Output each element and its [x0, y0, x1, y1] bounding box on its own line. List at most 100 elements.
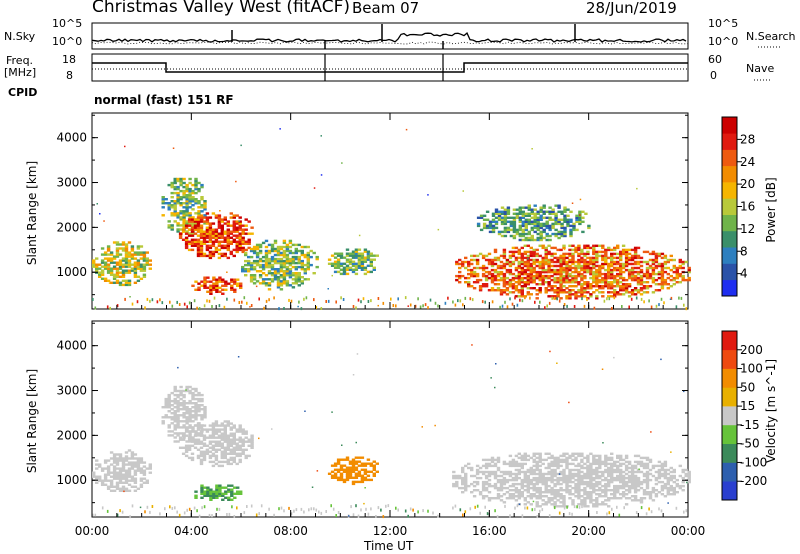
scatter-cell — [208, 454, 213, 458]
scatter-cell — [354, 266, 359, 269]
scatter-cell — [559, 274, 563, 278]
scatter-cell — [133, 481, 138, 484]
scatter-cell — [139, 459, 144, 462]
scatter-cell — [512, 208, 517, 211]
scatter-cell — [523, 462, 527, 466]
scatter-cell — [636, 254, 641, 258]
scatter-cell — [583, 493, 587, 496]
scatter-cell — [490, 484, 495, 488]
scatter-cell — [235, 228, 239, 231]
ground-scatter-cell — [593, 306, 596, 310]
scatter-cell — [193, 240, 198, 243]
scatter-cell — [624, 482, 629, 486]
ground-scatter-cell — [417, 510, 419, 514]
scatter-cell — [488, 222, 493, 226]
scatter-cell — [529, 503, 533, 506]
scatter-cell — [98, 463, 102, 466]
scatter-cell — [360, 480, 365, 484]
scatter-cell — [642, 250, 647, 254]
scatter-cell — [235, 222, 239, 225]
scatter-cell — [241, 250, 245, 254]
scatter-cell — [182, 402, 186, 405]
scatter-cell — [124, 251, 129, 254]
scatter-cell — [354, 462, 359, 465]
scatter-cell — [592, 456, 596, 460]
scatter-cell — [508, 464, 513, 468]
scatter-cell — [598, 458, 602, 462]
scatter-cell — [223, 430, 227, 433]
scatter-cell — [250, 438, 254, 441]
scatter-cell — [249, 280, 254, 283]
ground-scatter-cell — [233, 298, 236, 302]
scatter-cell — [563, 220, 567, 223]
scatter-cell — [112, 473, 117, 476]
scatter-cell — [475, 472, 480, 476]
scatter-cell — [660, 268, 665, 272]
scatter-cell — [577, 246, 581, 250]
scatter-cell — [220, 246, 224, 250]
scatter-cell — [560, 222, 564, 226]
scatter-cell — [106, 265, 111, 268]
scatter-cell — [188, 402, 192, 405]
scatter-cell — [133, 461, 138, 464]
ground-scatter-cell — [362, 297, 365, 301]
scatter-cell — [607, 466, 611, 470]
scatter-cell — [185, 206, 189, 209]
scatter-cell — [127, 241, 132, 244]
scatter-cell — [223, 452, 227, 455]
scatter-cell — [161, 198, 165, 201]
scatter-cell — [666, 476, 670, 480]
scatter-cell — [303, 245, 307, 249]
scatter-cell — [511, 283, 516, 286]
scatter-cell — [604, 262, 608, 266]
scatter-cell — [627, 460, 632, 464]
scatter-cell — [505, 497, 510, 500]
scatter-cell — [604, 258, 608, 262]
scatter-cell — [212, 276, 216, 279]
scatter-cell — [559, 248, 563, 252]
scatter-cell — [499, 276, 504, 280]
scatter-cell — [616, 497, 620, 500]
scatter-cell — [550, 258, 554, 262]
scatter-cell — [660, 276, 665, 280]
ground-scatter-cell — [573, 305, 576, 308]
ground-scatter-cell — [529, 296, 531, 300]
scatter-cell — [279, 259, 284, 263]
scatter-cell — [205, 248, 210, 252]
scatter-cell — [566, 208, 570, 211]
scatter-cell — [115, 267, 120, 270]
scatter-cell — [212, 496, 216, 499]
scatter-cell — [601, 491, 605, 494]
scatter-cell — [556, 480, 560, 484]
noise-point — [579, 198, 582, 201]
scatter-cell — [577, 266, 581, 270]
scatter-cell — [300, 268, 304, 271]
scatter-cell — [188, 416, 192, 419]
scatter-cell — [639, 274, 644, 278]
scatter-cell — [562, 460, 566, 464]
scatter-cell — [185, 208, 189, 211]
scatter-cell — [291, 286, 296, 289]
scatter-cell — [619, 464, 623, 468]
scatter-cell — [490, 268, 495, 272]
scatter-cell — [258, 265, 263, 269]
scatter-cell — [592, 252, 596, 256]
scatter-cell — [526, 276, 530, 280]
scatter-cell — [523, 476, 527, 480]
scatter-cell — [556, 270, 560, 274]
scatter-cell — [589, 466, 593, 470]
scatter-cell — [369, 470, 373, 473]
scatter-cell — [553, 489, 557, 492]
ground-scatter-cell — [531, 508, 534, 512]
scatter-cell — [211, 446, 216, 449]
scatter-cell — [220, 454, 224, 458]
scatter-cell — [645, 470, 650, 474]
ground-scatter-cell — [193, 506, 196, 510]
scatter-cell — [539, 218, 543, 221]
scatter-cell — [490, 281, 495, 284]
scatter-cell — [648, 272, 653, 276]
y-tick-label: 3000 — [56, 176, 87, 190]
scatter-cell — [613, 486, 617, 490]
ground-scatter-cell — [650, 510, 653, 514]
ground-scatter-cell — [464, 296, 467, 300]
